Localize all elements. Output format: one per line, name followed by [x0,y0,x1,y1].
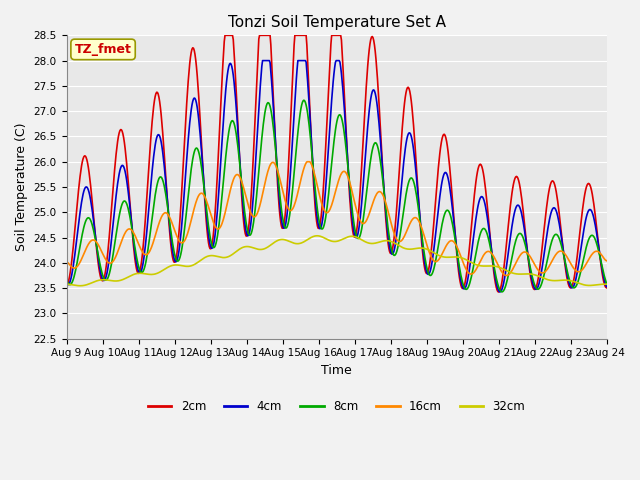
32cm [419,245,427,251]
2cm [221,33,229,38]
16cm [211,224,219,229]
Line: 2cm: 2cm [67,36,607,292]
16cm [403,228,411,234]
Legend: 2cm, 4cm, 8cm, 16cm, 32cm: 2cm, 4cm, 8cm, 16cm, 32cm [143,395,530,418]
8cm [72,264,80,270]
2cm [128,225,136,231]
Y-axis label: Soil Temperature (C): Soil Temperature (C) [15,123,28,251]
32cm [212,253,220,259]
4cm [603,284,611,289]
2cm [63,282,70,288]
Line: 4cm: 4cm [67,60,607,292]
16cm [183,233,191,239]
8cm [300,97,308,103]
X-axis label: Time: Time [321,364,352,377]
16cm [603,258,611,264]
32cm [63,281,70,287]
8cm [603,280,611,286]
Line: 32cm: 32cm [67,236,607,286]
Line: 16cm: 16cm [67,162,607,276]
4cm [403,136,411,142]
32cm [76,283,84,288]
2cm [419,249,426,255]
32cm [129,272,136,278]
4cm [128,223,136,228]
2cm [183,101,191,107]
32cm [603,281,611,287]
8cm [403,188,411,193]
4cm [183,156,191,162]
32cm [72,283,80,288]
16cm [304,159,312,165]
Text: TZ_fmet: TZ_fmet [75,43,131,56]
16cm [503,273,511,278]
4cm [72,240,80,246]
16cm [419,228,426,233]
16cm [128,228,136,233]
32cm [404,246,412,252]
8cm [211,243,219,249]
4cm [496,289,504,295]
8cm [183,206,191,212]
8cm [63,277,70,283]
2cm [603,285,611,291]
4cm [211,231,219,237]
2cm [495,289,502,295]
32cm [184,264,191,269]
Line: 8cm: 8cm [67,100,607,292]
2cm [72,211,80,217]
4cm [63,281,70,287]
8cm [499,289,506,295]
2cm [403,86,411,92]
16cm [63,259,70,265]
2cm [211,208,219,214]
Title: Tonzi Soil Temperature Set A: Tonzi Soil Temperature Set A [228,15,445,30]
4cm [259,58,266,63]
16cm [72,264,80,270]
4cm [419,243,426,249]
32cm [314,233,321,239]
8cm [419,238,426,244]
8cm [128,226,136,231]
